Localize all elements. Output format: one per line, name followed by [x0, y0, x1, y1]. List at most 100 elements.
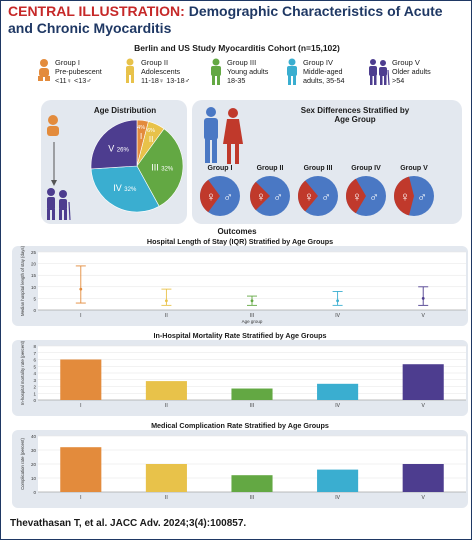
- group-iii-range: 18-35: [227, 76, 246, 85]
- y-tick-label: 0: [33, 308, 36, 313]
- x-tick-label: V: [422, 313, 426, 319]
- male-symbol-icon: ♂: [273, 189, 283, 204]
- pie-label-i: I: [140, 132, 142, 141]
- bar-iii: [231, 388, 273, 400]
- y-axis-label: Median hospital length of stay (days): [20, 245, 25, 316]
- y-tick-label: 15: [31, 273, 37, 278]
- group-iv-desc: Middle-aged: [303, 67, 343, 76]
- median-point-iv: [336, 299, 339, 303]
- x-axis-label: Age group: [242, 319, 263, 324]
- bar-i: [60, 447, 102, 492]
- y-tick-label: 8: [33, 344, 36, 349]
- group-v-name: Group V: [392, 58, 420, 67]
- y-axis-label: In-hospital mortality rate (percent): [20, 340, 25, 405]
- x-tick-label: IV: [335, 403, 340, 409]
- y-tick-label: 40: [31, 434, 37, 439]
- sex-group-1: Group I ♀ ♂: [195, 165, 245, 216]
- bar-v: [402, 364, 444, 400]
- x-tick-label: IV: [335, 313, 340, 319]
- y-tick-label: 20: [31, 262, 37, 267]
- group-ii-range: 11-18♀ 13-18♂: [141, 76, 191, 85]
- bar-ii: [145, 464, 187, 492]
- cohort-title: Berlin and US Study Myocarditis Cohort (…: [134, 43, 340, 53]
- chart-title: Medical Complication Rate Stratified by …: [151, 421, 329, 430]
- page-title: CENTRAL ILLUSTRATION: Demographic Charac…: [8, 3, 468, 37]
- x-tick-label: II: [165, 495, 168, 501]
- x-tick-label: I: [80, 495, 81, 501]
- female-symbol-icon: ♀: [304, 189, 314, 204]
- median-point-v: [421, 297, 425, 300]
- sex-group-5: Group V ♀ ♂: [389, 165, 439, 216]
- male-symbol-icon: ♂: [417, 189, 427, 204]
- complication-rate-chart: Medical Complication Rate Stratified by …: [12, 421, 468, 508]
- sex-ratio-pie: ♀ ♂: [200, 176, 240, 216]
- median-point-ii: [165, 299, 168, 303]
- middle-aged-adult-icon: [287, 58, 297, 85]
- chart-title: In-Hospital Mortality Rate Stratified by…: [153, 331, 326, 340]
- age-group-legend: Group I Pre-pubescent <11♀ <13♂ Group II…: [36, 58, 466, 94]
- male-symbol-icon: ♂: [369, 189, 379, 204]
- sex-group-label: Group III: [303, 165, 333, 172]
- y-tick-label: 10: [31, 285, 37, 290]
- group-iv-range: adults, 35-54: [303, 76, 345, 85]
- y-tick-label: 0: [33, 490, 36, 495]
- group-ii-desc: Adolescents: [141, 67, 181, 76]
- y-tick-label: 20: [31, 462, 37, 467]
- pie-pct-ii: 6%: [147, 128, 155, 134]
- y-tick-label: 4: [33, 371, 36, 376]
- group-v-range: >54: [392, 76, 405, 85]
- x-tick-label: I: [80, 313, 81, 319]
- female-symbol-icon: ♀: [400, 189, 410, 204]
- pie-slice-iii: [136, 128, 184, 207]
- y-tick-label: 5: [33, 296, 36, 301]
- female-symbol-icon: ♀: [352, 189, 362, 204]
- sex-group-label: Group V: [400, 165, 428, 172]
- sex-group-label: Group IV: [351, 165, 381, 172]
- x-tick-label: II: [165, 313, 168, 319]
- bar-iv: [317, 469, 359, 492]
- pie-pct-i: 4%: [137, 125, 145, 131]
- pie-slice-v: [90, 119, 138, 170]
- toddler-icon: [38, 59, 50, 81]
- pie-label-iv: IV 32%: [113, 183, 137, 193]
- x-tick-label: I: [80, 403, 81, 409]
- x-tick-label: III: [250, 495, 254, 501]
- age-distribution-title: Age Distribution: [93, 106, 157, 115]
- sex-ratio-pie: ♀ ♂: [298, 176, 338, 216]
- sex-group-4: Group IV ♀ ♂: [341, 165, 391, 216]
- outcomes-title: Outcomes: [217, 227, 257, 236]
- sex-group-3: Group III ♀ ♂: [293, 165, 343, 216]
- aging-progression-icon: [47, 115, 71, 221]
- x-tick-label: IV: [335, 495, 340, 501]
- y-tick-label: 30: [31, 448, 37, 453]
- female-share: [250, 181, 270, 211]
- elderly-couple-icon: [369, 59, 390, 86]
- young-adult-icon: [211, 58, 221, 85]
- group-i-desc: Pre-pubescent: [55, 67, 102, 76]
- x-tick-label: II: [165, 403, 168, 409]
- x-tick-label: III: [250, 313, 254, 319]
- sex-group-2: Group II ♀ ♂: [245, 165, 295, 216]
- pie-label-ii: II: [149, 135, 153, 144]
- x-tick-label: III: [250, 403, 254, 409]
- pie-slice-iv: [90, 165, 160, 213]
- y-tick-label: 6: [33, 358, 36, 363]
- median-point-i: [79, 287, 83, 291]
- pie-label-v: V 26%: [108, 144, 129, 154]
- sex-ratio-pie: ♀ ♂: [346, 176, 386, 216]
- male-symbol-icon: ♂: [223, 189, 233, 204]
- age-distribution-pie: 4%I 6%II III 32% IV 32% V 26%: [90, 119, 184, 213]
- group-ii-name: Group II: [141, 58, 169, 67]
- group-v-desc: Older adults: [392, 67, 431, 76]
- bar-i: [60, 359, 102, 400]
- group-i-range: <11♀ <13♂: [55, 76, 92, 85]
- y-tick-label: 7: [33, 351, 36, 356]
- group-iii-name: Group III: [227, 58, 257, 67]
- y-tick-label: 3: [33, 378, 36, 383]
- length-of-stay-chart: Hospital Length of Stay (IQR) Stratified…: [12, 237, 468, 326]
- y-tick-label: 5: [33, 364, 36, 369]
- sex-differences-title-line2: Age Group: [334, 115, 376, 124]
- figure-title: Demographic Characteristics of Acute and…: [8, 3, 443, 36]
- sex-group-label: Group I: [207, 165, 233, 172]
